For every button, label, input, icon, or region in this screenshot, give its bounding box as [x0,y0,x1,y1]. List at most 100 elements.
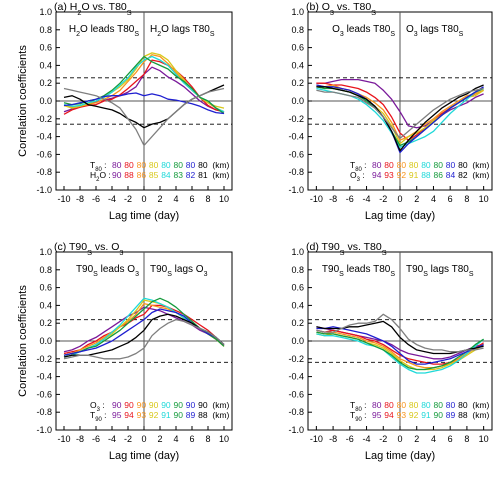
legend-row-label: O3 : [350,170,365,183]
text-part: leads T80 [344,264,391,275]
series-line-9 [63,318,225,360]
legend-value: 80 [372,400,382,410]
subscript-part: S [134,31,139,38]
subscript-part: 2 [157,31,161,38]
x-tick-label: -8 [329,434,337,444]
leads-label: O3 leads T80S [332,24,395,38]
leads-label: H2O leads T80S [69,24,139,38]
legend-value: 90 [137,400,147,410]
legend-value: 88 [458,410,468,420]
series-line-9 [63,87,225,147]
y-tick-label: 0.0 [39,336,52,346]
legend-value: 90 [112,170,122,180]
text-part: vs. T80 [334,1,371,13]
x-tick-label: 6 [189,194,194,204]
x-tick-label: 0 [141,434,146,444]
x-tick-label: 10 [219,194,229,204]
y-tick-label: -0.2 [288,354,304,364]
x-tick-label: -6 [92,434,100,444]
chart-panel-a: -1.0 -0.8 -0.6 -0.4 -0.2 0.0 0.2 0.4 0.6 0.8 1.0 -1… [17,1,233,222]
text-part: lags T80 [418,24,459,35]
y-tick-label: -0.8 [288,407,304,417]
series-line-9 [316,313,484,353]
text-part: O [90,400,97,410]
subscript-part: 3 [135,271,139,278]
y-tick-label: 0.0 [39,96,52,106]
x-tick-label: -10 [57,194,70,204]
legend-value: 84 [446,170,456,180]
y-tick-label: 0.0 [291,96,304,106]
legend-value: 81 [198,170,208,180]
legend-value: 93 [137,410,147,420]
x-tick-label: 10 [479,194,489,204]
y-tick-label: -0.6 [288,149,304,159]
subscript-part: S [167,271,172,278]
legend-unit: (km) [212,410,229,420]
legend-value: 80 [112,160,122,170]
legend-value: 80 [161,160,171,170]
x-tick-label: -2 [124,194,132,204]
y-tick-label: -0.4 [288,132,304,142]
text-part: : [362,400,367,410]
legend-value: 92 [409,410,419,420]
subscript-part: 90 [95,417,102,423]
series-line-7 [316,326,484,365]
legend-value: 94 [124,410,134,420]
legend-value: 80 [409,400,419,410]
subscript-part: S [423,271,428,278]
x-tick-label: -10 [310,194,323,204]
text-part: T90 [406,264,424,275]
x-tick-label: 10 [219,434,229,444]
y-tick-label: 1.0 [291,247,304,257]
subscript-part: S [390,31,395,38]
y-tick-label: 0.2 [39,78,52,88]
subscript-part: 90 [355,417,362,423]
x-tick-label: -2 [124,434,132,444]
text-part: T [90,160,95,170]
subscript-part: 2 [96,177,99,183]
y-tick-label: -1.0 [36,185,52,195]
legend-value: 80 [434,400,444,410]
legend-unit: (km) [212,170,229,180]
legend-value: 80 [186,160,196,170]
legend-value: 90 [434,410,444,420]
text-part: (b) O [306,1,330,13]
legend-value: 88 [124,170,134,180]
legend-value: 95 [372,410,382,420]
x-tick-label: -8 [76,194,84,204]
x-tick-label: 4 [431,194,436,204]
subscript-part: 3 [340,31,344,38]
legend-value: 80 [137,160,147,170]
leads-label: T90S leads O3 [76,264,139,278]
legend-value: 80 [421,160,431,170]
x-tick-label: 4 [431,434,436,444]
legend-value: 90 [174,410,184,420]
legend-row-label: T80 : [350,160,367,173]
legend-unit: (km) [472,160,489,170]
legend-value: 80 [174,160,184,170]
subscript-part: S [93,271,98,278]
leads-label: T90S leads T80S [322,264,395,278]
x-tick-label: 4 [173,194,178,204]
y-tick-label: 0.6 [39,43,52,53]
legend-value: 91 [421,410,431,420]
lags-label: T90S lags O3 [150,264,208,278]
text-part: T [350,400,355,410]
x-tick-label: 10 [479,434,489,444]
text-part: : [102,410,107,420]
x-tick-label: -4 [108,194,116,204]
subscript-part: S [371,8,376,17]
legend-unit: (km) [472,170,489,180]
legend-row-label: H2O : [90,170,111,183]
text-part: T90 [150,264,168,275]
subscript-part: 3 [414,31,418,38]
x-tick-label: 6 [448,194,453,204]
x-tick-label: 8 [464,194,469,204]
series-line-9 [316,87,484,140]
legend-value: 90 [124,400,134,410]
legend-value: 80 [397,160,407,170]
x-tick-label: -6 [92,194,100,204]
x-tick-label: -8 [329,194,337,204]
y-tick-label: 0.2 [39,318,52,328]
series-line-1 [63,306,225,353]
